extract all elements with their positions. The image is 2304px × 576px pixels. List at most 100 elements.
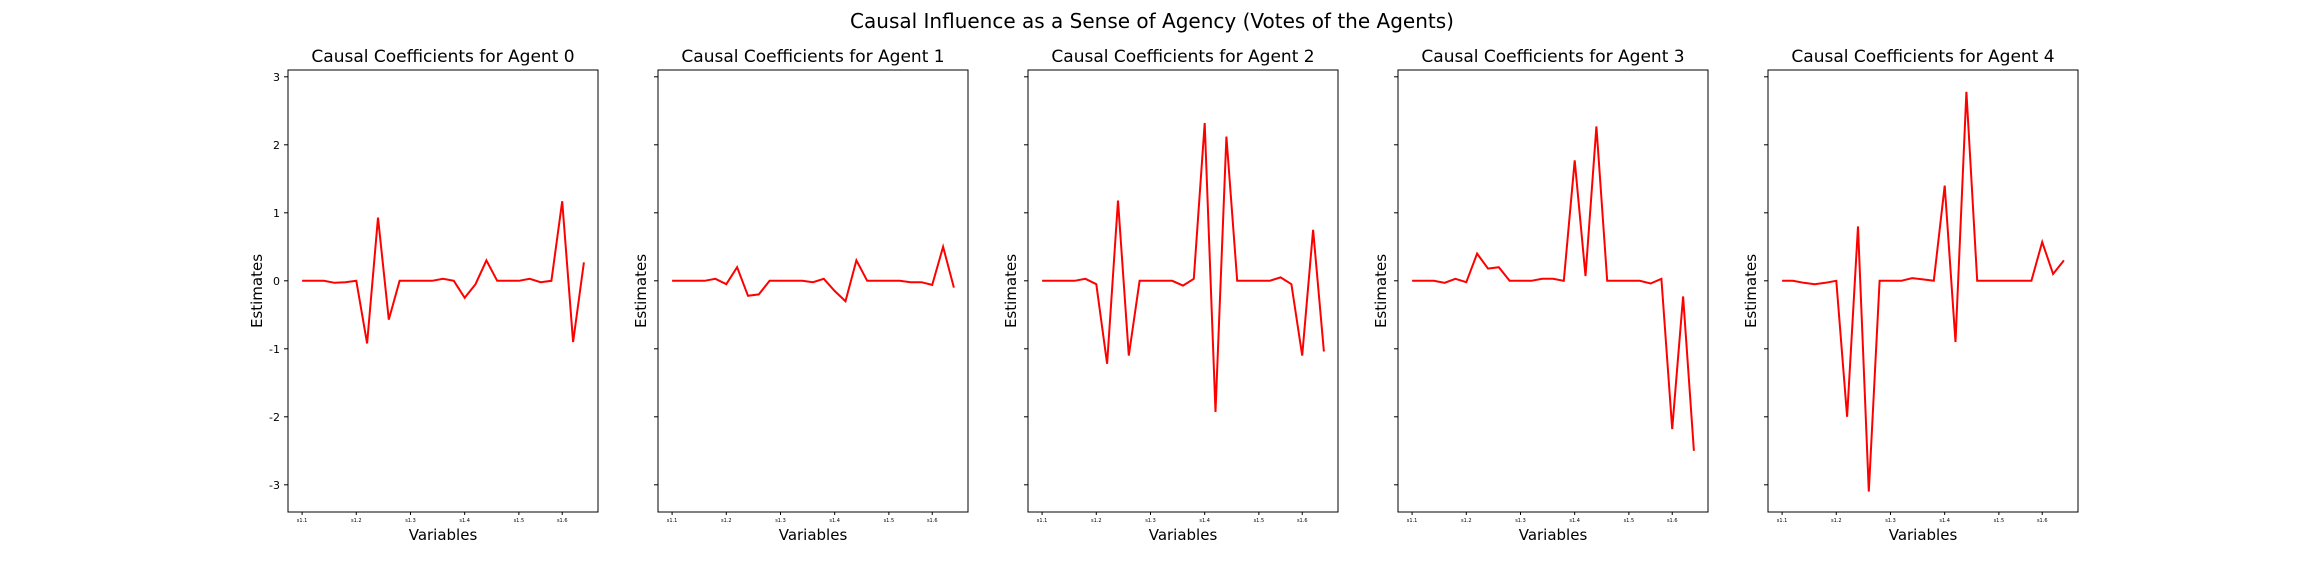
axes-frame — [1767, 69, 2079, 513]
series-line — [672, 243, 955, 304]
data-point — [2020, 280, 2022, 282]
data-point — [1922, 279, 1924, 281]
y-axis-label: Estimates — [1002, 254, 1020, 328]
panel-agent-2: Causal Coefficients for Agent 2 s1.1 s1.2 s… — [1002, 47, 1339, 544]
data-point — [1868, 491, 1870, 493]
data-point — [1215, 411, 1217, 413]
data-point — [1509, 280, 1511, 282]
data-point — [1661, 278, 1663, 280]
x-axis-label: Variables — [409, 526, 478, 544]
data-point — [834, 290, 836, 292]
panel-title: Causal Coefficients for Agent 1 — [681, 47, 944, 67]
data-point — [1476, 253, 1478, 255]
data-point — [1444, 282, 1446, 284]
x-tick-label: s1.4 — [829, 518, 840, 524]
data-point — [475, 283, 477, 285]
data-point — [801, 280, 803, 282]
data-point — [486, 260, 488, 262]
data-point — [540, 281, 542, 283]
series-line — [1782, 91, 2065, 492]
x-tick-label: s1.6 — [2037, 518, 2048, 524]
panel-title: Causal Coefficients for Agent 3 — [1421, 47, 1684, 67]
x-tick-label: s1.1 — [1777, 518, 1788, 524]
data-point — [1574, 160, 1576, 162]
x-tick-label: s1.2 — [1461, 518, 1472, 524]
data-point — [1998, 280, 2000, 282]
x-tick-label: s1.3 — [775, 518, 786, 524]
data-point — [399, 280, 401, 282]
data-point — [442, 278, 444, 280]
series-line — [302, 201, 585, 344]
data-point — [1128, 355, 1130, 357]
data-point — [1596, 126, 1598, 128]
data-point — [529, 278, 531, 280]
data-point — [921, 281, 923, 283]
data-point — [942, 246, 944, 248]
x-tick-label: s1.3 — [405, 518, 416, 524]
data-point — [1846, 416, 1848, 418]
data-point — [583, 262, 585, 264]
data-point — [1182, 285, 1184, 287]
y-tick-label: -1 — [269, 343, 280, 356]
data-point — [1682, 296, 1684, 298]
data-point — [1987, 280, 1989, 282]
data-point — [1247, 280, 1249, 282]
data-point — [1933, 280, 1935, 282]
axes-frame — [657, 69, 969, 513]
y-axis-label: Estimates — [248, 254, 266, 328]
x-axis-label: Variables — [1519, 526, 1588, 544]
data-point — [1063, 280, 1065, 282]
data-point — [1650, 283, 1652, 285]
data-point — [1455, 278, 1457, 280]
data-point — [312, 280, 314, 282]
data-point — [1879, 280, 1881, 282]
data-point — [1312, 229, 1314, 231]
panel-agent-0: Causal Coefficients for Agent 0 -3 -2 -1 0 1 2… — [248, 47, 599, 544]
y-tick-label: 1 — [273, 207, 280, 220]
panel-agent-3: Causal Coefficients for Agent 3 s1.1 s1.2 s… — [1372, 47, 1709, 544]
data-point — [1639, 280, 1641, 282]
y-tick-label: -3 — [269, 479, 280, 492]
panel-agent-1: Causal Coefficients for Agent 1 s1.1 s1.2 s… — [632, 47, 969, 544]
data-point — [1693, 450, 1695, 452]
data-point — [866, 280, 868, 282]
data-point — [780, 280, 782, 282]
data-point — [812, 281, 814, 283]
data-point — [758, 294, 760, 296]
data-point — [1150, 280, 1152, 282]
data-point — [736, 266, 738, 268]
axes-frame — [287, 69, 599, 513]
data-point — [2009, 280, 2011, 282]
x-axis-label: Variables — [1149, 526, 1218, 544]
data-point — [1301, 355, 1303, 357]
data-point — [1171, 280, 1173, 282]
data-point — [2052, 273, 2054, 275]
data-point — [410, 280, 412, 282]
data-point — [888, 280, 890, 282]
x-tick-label: s1.3 — [1145, 518, 1156, 524]
panel-title: Causal Coefficients for Agent 4 — [1791, 47, 2054, 67]
data-point — [1258, 280, 1260, 282]
data-point — [366, 343, 368, 345]
y-axis-label: Estimates — [1372, 254, 1390, 328]
data-point — [1901, 280, 1903, 282]
data-point — [572, 341, 574, 343]
data-point — [1280, 277, 1282, 279]
data-point — [1487, 268, 1489, 270]
data-point — [877, 280, 879, 282]
data-point — [791, 280, 793, 282]
data-point — [1531, 280, 1533, 282]
x-tick-label: s1.1 — [297, 518, 308, 524]
data-point — [856, 260, 858, 262]
data-point — [1857, 226, 1859, 228]
y-tick-label: 3 — [273, 71, 280, 84]
data-point — [910, 281, 912, 283]
data-point — [1814, 283, 1816, 285]
data-point — [2041, 241, 2043, 243]
data-point — [1291, 283, 1293, 285]
data-point — [377, 217, 379, 219]
data-point — [1161, 280, 1163, 282]
data-point — [1911, 277, 1913, 279]
series-line — [1042, 122, 1325, 413]
data-point — [301, 280, 303, 282]
